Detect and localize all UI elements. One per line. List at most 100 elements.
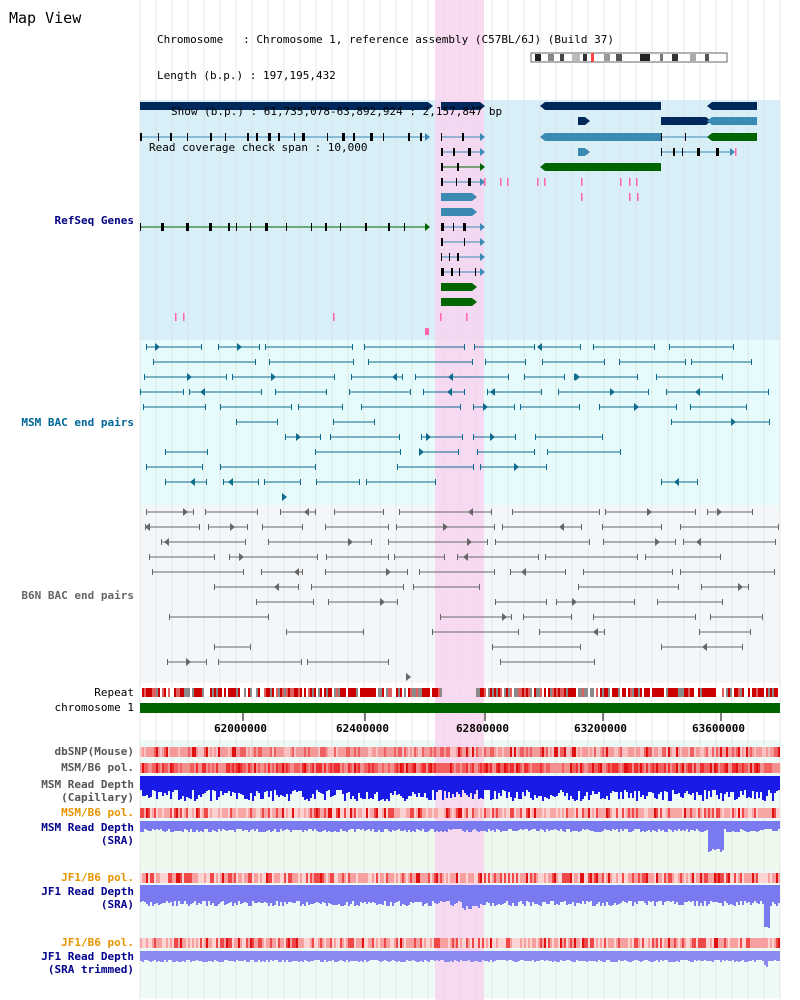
jf1-b6-polymorphism-2 xyxy=(248,938,250,948)
jf1-depth-trimmed-bar xyxy=(340,951,342,960)
jf1-depth-sra-bar xyxy=(306,885,308,902)
msm-b6-polymorphism xyxy=(610,763,612,773)
msm-b6-polymorphism xyxy=(220,763,222,773)
jf1-depth-sra-bar xyxy=(216,885,218,906)
jf1-b6-polymorphism-2 xyxy=(576,938,578,948)
jf1-depth-trimmed-bar xyxy=(268,951,270,962)
msm-depth-capillary-bar xyxy=(314,776,316,799)
jf1-b6-polymorphism-2 xyxy=(316,938,318,948)
jf1-b6-polymorphism xyxy=(490,873,492,883)
msm-b6-polymorphism-2 xyxy=(406,808,408,818)
jf1-depth-sra-bar xyxy=(656,885,658,902)
msm-depth-capillary-bar xyxy=(470,776,472,793)
repeat-element xyxy=(690,688,692,697)
msm-b6-polymorphism xyxy=(684,763,686,773)
jf1-depth-trimmed-bar xyxy=(378,951,380,961)
msm-b6-polymorphism-2 xyxy=(142,808,144,818)
msm-b6-polymorphism-2 xyxy=(326,808,328,818)
msm-depth-sra-bar xyxy=(404,821,406,830)
jf1-b6-pol-label-1[interactable]: JF1/B6 pol. xyxy=(61,871,134,884)
b6n-bac-end xyxy=(199,524,200,530)
jf1-depth-trimmed-bar xyxy=(726,951,728,960)
msm-depth-sra-bar xyxy=(294,821,296,830)
jf1-depth-trimmed-bar xyxy=(748,951,750,961)
repeat-element xyxy=(488,688,490,697)
repeat-element xyxy=(708,688,710,697)
repeat-element xyxy=(486,688,488,697)
msm-depth-capillary-bar xyxy=(166,776,168,795)
strand-arrow-icon xyxy=(282,493,287,501)
dbsnp-label[interactable]: dbSNP(Mouse) xyxy=(54,745,134,758)
jf1-depth-sra-bar xyxy=(314,885,316,903)
msm-b6-polymorphism xyxy=(458,763,460,773)
jf1-b6-polymorphism-2 xyxy=(230,938,232,948)
jf1-b6-polymorphism-2 xyxy=(522,938,524,948)
msm-depth-capillary-bar xyxy=(412,776,414,792)
msm-depth-sra-bar xyxy=(276,821,278,832)
jf1-b6-polymorphism xyxy=(524,873,526,883)
jf1-depth-trimmed-label[interactable]: JF1 Read Depth (SRA trimmed) xyxy=(41,950,134,976)
repeat-element xyxy=(528,688,530,697)
jf1-b6-polymorphism xyxy=(148,873,150,883)
msm-b6-polymorphism-2 xyxy=(404,808,406,818)
dbsnp-density xyxy=(360,747,362,757)
msm-b6-polymorphism xyxy=(418,763,420,773)
msm-depth-capillary-label[interactable]: MSM Read Depth (Capillary) xyxy=(41,778,134,804)
msm-b6-pol-label-1[interactable]: MSM/B6 pol. xyxy=(61,761,134,774)
jf1-depth-sra-bar xyxy=(456,885,458,903)
jf1-b6-polymorphism-2 xyxy=(180,938,182,948)
msm-bac-label[interactable]: MSM BAC end pairs xyxy=(21,416,134,429)
jf1-depth-trimmed-bar xyxy=(182,951,184,961)
jf1-b6-polymorphism xyxy=(274,873,276,883)
msm-depth-sra-bar xyxy=(306,821,308,831)
msm-depth-sra-bar xyxy=(396,821,398,830)
b6n-bac-end xyxy=(775,539,776,545)
jf1-depth-sra-label[interactable]: JF1 Read Depth (SRA) xyxy=(41,885,134,911)
msm-b6-polymorphism xyxy=(300,763,302,773)
b6n-bac-end xyxy=(657,599,658,605)
msm-depth-capillary-bar xyxy=(158,776,160,792)
jf1-b6-polymorphism-2 xyxy=(404,938,406,948)
jf1-depth-sra-bar xyxy=(214,885,216,906)
msm-depth-capillary-bar xyxy=(658,776,660,794)
msm-depth-sra-label[interactable]: MSM Read Depth (SRA) xyxy=(41,821,134,847)
jf1-depth-trimmed-bar xyxy=(704,951,706,960)
b6n-bac-label[interactable]: B6N BAC end pairs xyxy=(21,589,134,602)
jf1-b6-polymorphism xyxy=(618,873,620,883)
jf1-b6-polymorphism-2 xyxy=(692,938,694,948)
msm-depth-capillary-bar xyxy=(432,776,434,790)
refseq-genes-label[interactable]: RefSeq Genes xyxy=(54,214,134,227)
msm-depth-capillary-bar xyxy=(332,776,334,796)
jf1-b6-pol-label-2[interactable]: JF1/B6 pol. xyxy=(61,936,134,949)
msm-bac-end xyxy=(165,479,166,485)
dbsnp-density xyxy=(204,747,206,757)
msm-depth-sra-bar xyxy=(262,821,264,832)
msm-b6-polymorphism xyxy=(546,763,548,773)
dbsnp-density xyxy=(186,747,188,757)
msm-depth-capillary-bar xyxy=(304,776,306,800)
jf1-depth-sra-bar xyxy=(422,885,424,906)
jf1-depth-sra-bar xyxy=(728,885,730,905)
gene-exon xyxy=(468,178,471,186)
msm-depth-capillary-bar xyxy=(278,776,280,797)
repeat-element xyxy=(206,688,208,697)
jf1-b6-polymorphism xyxy=(160,873,162,883)
dbsnp-density xyxy=(482,747,484,757)
msm-depth-capillary-bar xyxy=(492,776,494,799)
jf1-b6-polymorphism xyxy=(748,873,750,883)
gene-exon xyxy=(158,133,159,141)
msm-depth-capillary-bar xyxy=(724,776,726,794)
repeat-element xyxy=(754,688,756,697)
msm-b6-polymorphism-2 xyxy=(384,808,386,818)
jf1-b6-polymorphism-2 xyxy=(660,938,662,948)
msm-depth-sra-bar xyxy=(358,821,360,829)
small-feature-mark xyxy=(425,328,429,335)
jf1-depth-sra-bar xyxy=(398,885,400,901)
dbsnp-density xyxy=(676,747,678,757)
msm-depth-capillary-bar xyxy=(212,776,214,790)
dbsnp-density xyxy=(610,747,612,757)
msm-b6-pol-label-2[interactable]: MSM/B6 pol. xyxy=(61,806,134,819)
jf1-depth-sra-bar xyxy=(390,885,392,902)
jf1-depth-trimmed-bar xyxy=(302,951,304,962)
